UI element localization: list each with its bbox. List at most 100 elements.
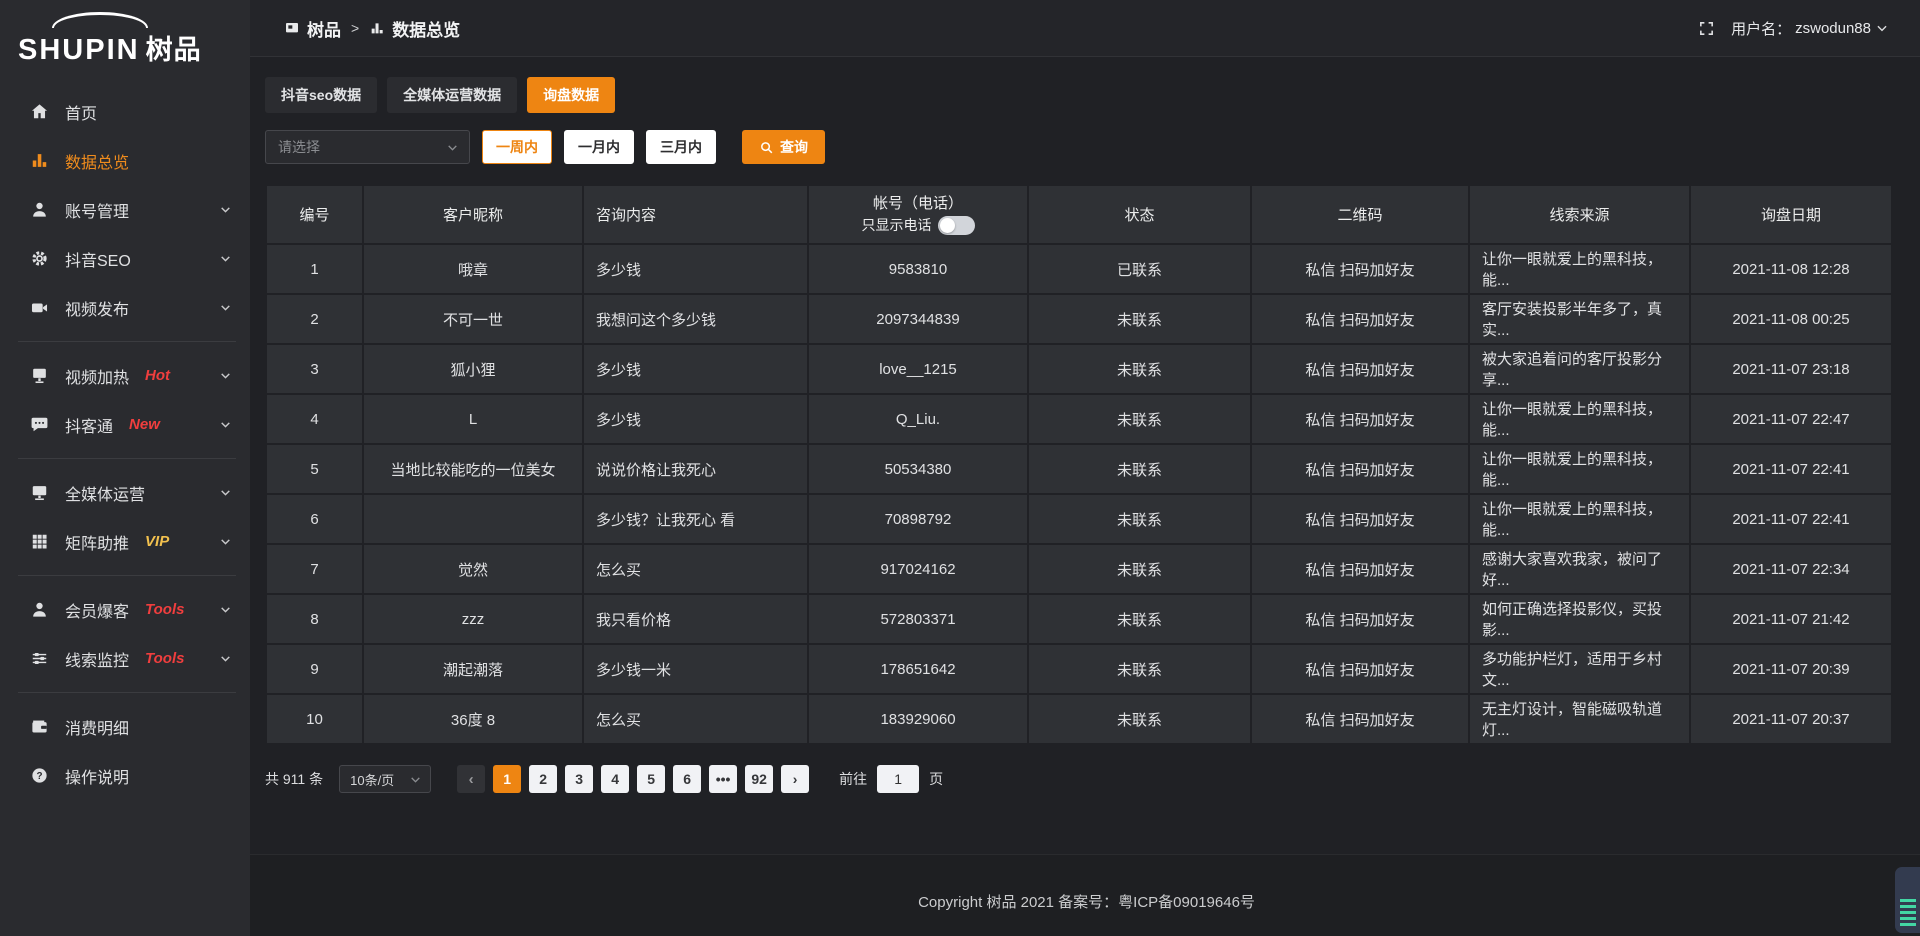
cell-qrcode-link[interactable]: 私信 扫码加好友 [1250,493,1470,545]
cell-qrcode-link[interactable]: 私信 扫码加好友 [1250,693,1470,745]
next-page-button[interactable]: › [781,765,810,793]
cell-qrcode-link[interactable]: 私信 扫码加好友 [1250,343,1470,395]
cell-qrcode-link[interactable]: 私信 扫码加好友 [1250,643,1470,695]
logo[interactable]: SHUPIN 树品 [0,0,250,73]
sidebar-item-instructions[interactable]: ? 操作说明 [0,751,250,800]
goto-page-suffix: 页 [929,771,944,787]
page-button-1[interactable]: 1 [493,765,522,793]
tab-inquiry-data[interactable]: 询盘数据 [527,77,616,113]
cell-qrcode-link[interactable]: 私信 扫码加好友 [1250,543,1470,595]
prev-page-button[interactable]: ‹ [457,765,486,793]
chevron-down-icon [219,203,232,216]
cell-qrcode-link[interactable]: 私信 扫码加好友 [1250,393,1470,445]
user-icon [30,200,49,219]
filter-select[interactable]: 请选择 [265,130,470,164]
phone-only-toggle[interactable] [937,216,975,236]
footer: Copyright 树品 2021 备案号：粤ICP备09019646号 [250,854,1920,936]
topbar: 树品 > 数据总览 用户名： zswodun88 [250,0,1920,57]
bar-chart-icon [30,151,49,170]
cell-content: 怎么买 [582,693,809,745]
hot-badge: Hot [145,367,171,384]
sidebar-item-home[interactable]: 首页 [0,87,250,136]
main-area: 树品 > 数据总览 用户名： zswodun88 抖音seo数据 全媒体运营数据 … [250,0,1920,936]
sidebar-item-douketong[interactable]: 抖客通 New [0,400,250,449]
user-menu[interactable]: 用户名： zswodun88 [1731,18,1889,39]
page-button-6[interactable]: 6 [673,765,702,793]
cell-date: 2021-11-07 20:39 [1689,643,1893,695]
tools-badge: Tools [145,650,185,667]
cell-source-link[interactable]: 让你一眼就爱上的黑科技，能... [1468,393,1691,445]
page-button-4[interactable]: 4 [601,765,630,793]
filter-bar: 请选择 一周内 一月内 三月内 查询 [265,130,1893,164]
gear-icon [30,249,49,268]
sidebar-item-member-baoke[interactable]: 会员爆客 Tools [0,585,250,634]
sidebar-item-account-management[interactable]: 账号管理 [0,185,250,234]
tab-media-operation-data[interactable]: 全媒体运营数据 [387,77,518,113]
cell-account: 9583810 [807,243,1029,295]
query-button[interactable]: 查询 [742,130,825,164]
cell-source-link[interactable]: 感谢大家喜欢我家，被问了好... [1468,543,1691,595]
col-no: 编号 [265,184,364,245]
cell-qrcode-link[interactable]: 私信 扫码加好友 [1250,593,1470,645]
cell-source-link[interactable]: 让你一眼就爱上的黑科技，能... [1468,493,1691,545]
cell-source-link[interactable]: 让你一眼就爱上的黑科技，能... [1468,443,1691,495]
goto-page-input[interactable] [877,765,920,793]
sidebar-item-clue-monitor[interactable]: 线索监控 Tools [0,634,250,683]
col-status: 状态 [1027,184,1252,245]
cell-qrcode-link[interactable]: 私信 扫码加好友 [1250,443,1470,495]
sidebar-item-video-publish[interactable]: 视频发布 [0,283,250,332]
col-nickname: 客户昵称 [362,184,584,245]
range-week-button[interactable]: 一周内 [482,130,552,164]
cell-source-link[interactable]: 无主灯设计，智能磁吸轨道灯... [1468,693,1691,745]
range-quarter-button[interactable]: 三月内 [646,130,716,164]
chevron-down-icon [219,418,232,431]
grid-icon [30,532,49,551]
pagination: 共 911 条 10条/页 ‹ 1 2 3 4 5 6 ••• 92 › 前往 … [265,765,1893,793]
floating-widget[interactable] [1895,867,1920,933]
page-ellipsis-button[interactable]: ••• [709,765,738,793]
sidebar-item-media-operation[interactable]: 全媒体运营 [0,468,250,517]
cell-status: 未联系 [1027,493,1252,545]
cell-qrcode-link[interactable]: 私信 扫码加好友 [1250,243,1470,295]
cell-source-link[interactable]: 如何正确选择投影仪，买投影... [1468,593,1691,645]
cell-source-link[interactable]: 让你一眼就爱上的黑科技，能... [1468,243,1691,295]
sidebar-item-video-heat[interactable]: 视频加热 Hot [0,351,250,400]
page-button-5[interactable]: 5 [637,765,666,793]
monitor-icon [30,483,49,502]
cell-content: 多少钱？让我死心 看 [582,493,809,545]
cell-account: 178651642 [807,643,1029,695]
cell-nickname [362,493,584,545]
vip-badge: VIP [145,533,170,550]
wallet-icon [30,717,49,736]
cell-no: 6 [265,493,364,545]
table-row: 9 潮起潮落 多少钱一米 178651642 未联系 私信 扫码加好友 多功能护… [265,643,1893,695]
cell-date: 2021-11-07 23:18 [1689,343,1893,395]
sidebar-item-douyin-seo[interactable]: 抖音SEO [0,234,250,283]
table-header-row: 编号 客户昵称 咨询内容 帐号（电话） 只显示电话 [265,184,1893,245]
breadcrumb-app[interactable]: 树品 [307,20,341,40]
tab-douyin-seo-data[interactable]: 抖音seo数据 [265,77,378,113]
page-size-select[interactable]: 10条/页 [339,765,432,793]
page-button-92[interactable]: 92 [745,765,774,793]
cell-source-link[interactable]: 客厅安装投影半年多了，真实... [1468,293,1691,345]
sidebar-item-consumption-detail[interactable]: 消费明细 [0,702,250,751]
sidebar-item-matrix-boost[interactable]: 矩阵助推 VIP [0,517,250,566]
range-month-button[interactable]: 一月内 [564,130,634,164]
page-button-3[interactable]: 3 [565,765,594,793]
chevron-down-icon [219,486,232,499]
fullscreen-icon[interactable] [1698,20,1715,37]
chevron-down-icon [219,369,232,382]
cell-qrcode-link[interactable]: 私信 扫码加好友 [1250,293,1470,345]
cell-content: 多少钱 [582,393,809,445]
chat-bubble-icon [30,415,49,434]
logo-text: SHUPIN 树品 [18,28,232,67]
cell-source-link[interactable]: 被大家追着问的客厅投影分享... [1468,343,1691,395]
sidebar-item-data-overview[interactable]: 数据总览 [0,136,250,185]
menu-divider [18,575,236,576]
chevron-down-icon [219,535,232,548]
page-button-2[interactable]: 2 [529,765,558,793]
cell-source-link[interactable]: 多功能护栏灯，适用于乡村文... [1468,643,1691,695]
cell-no: 1 [265,243,364,295]
cell-no: 2 [265,293,364,345]
